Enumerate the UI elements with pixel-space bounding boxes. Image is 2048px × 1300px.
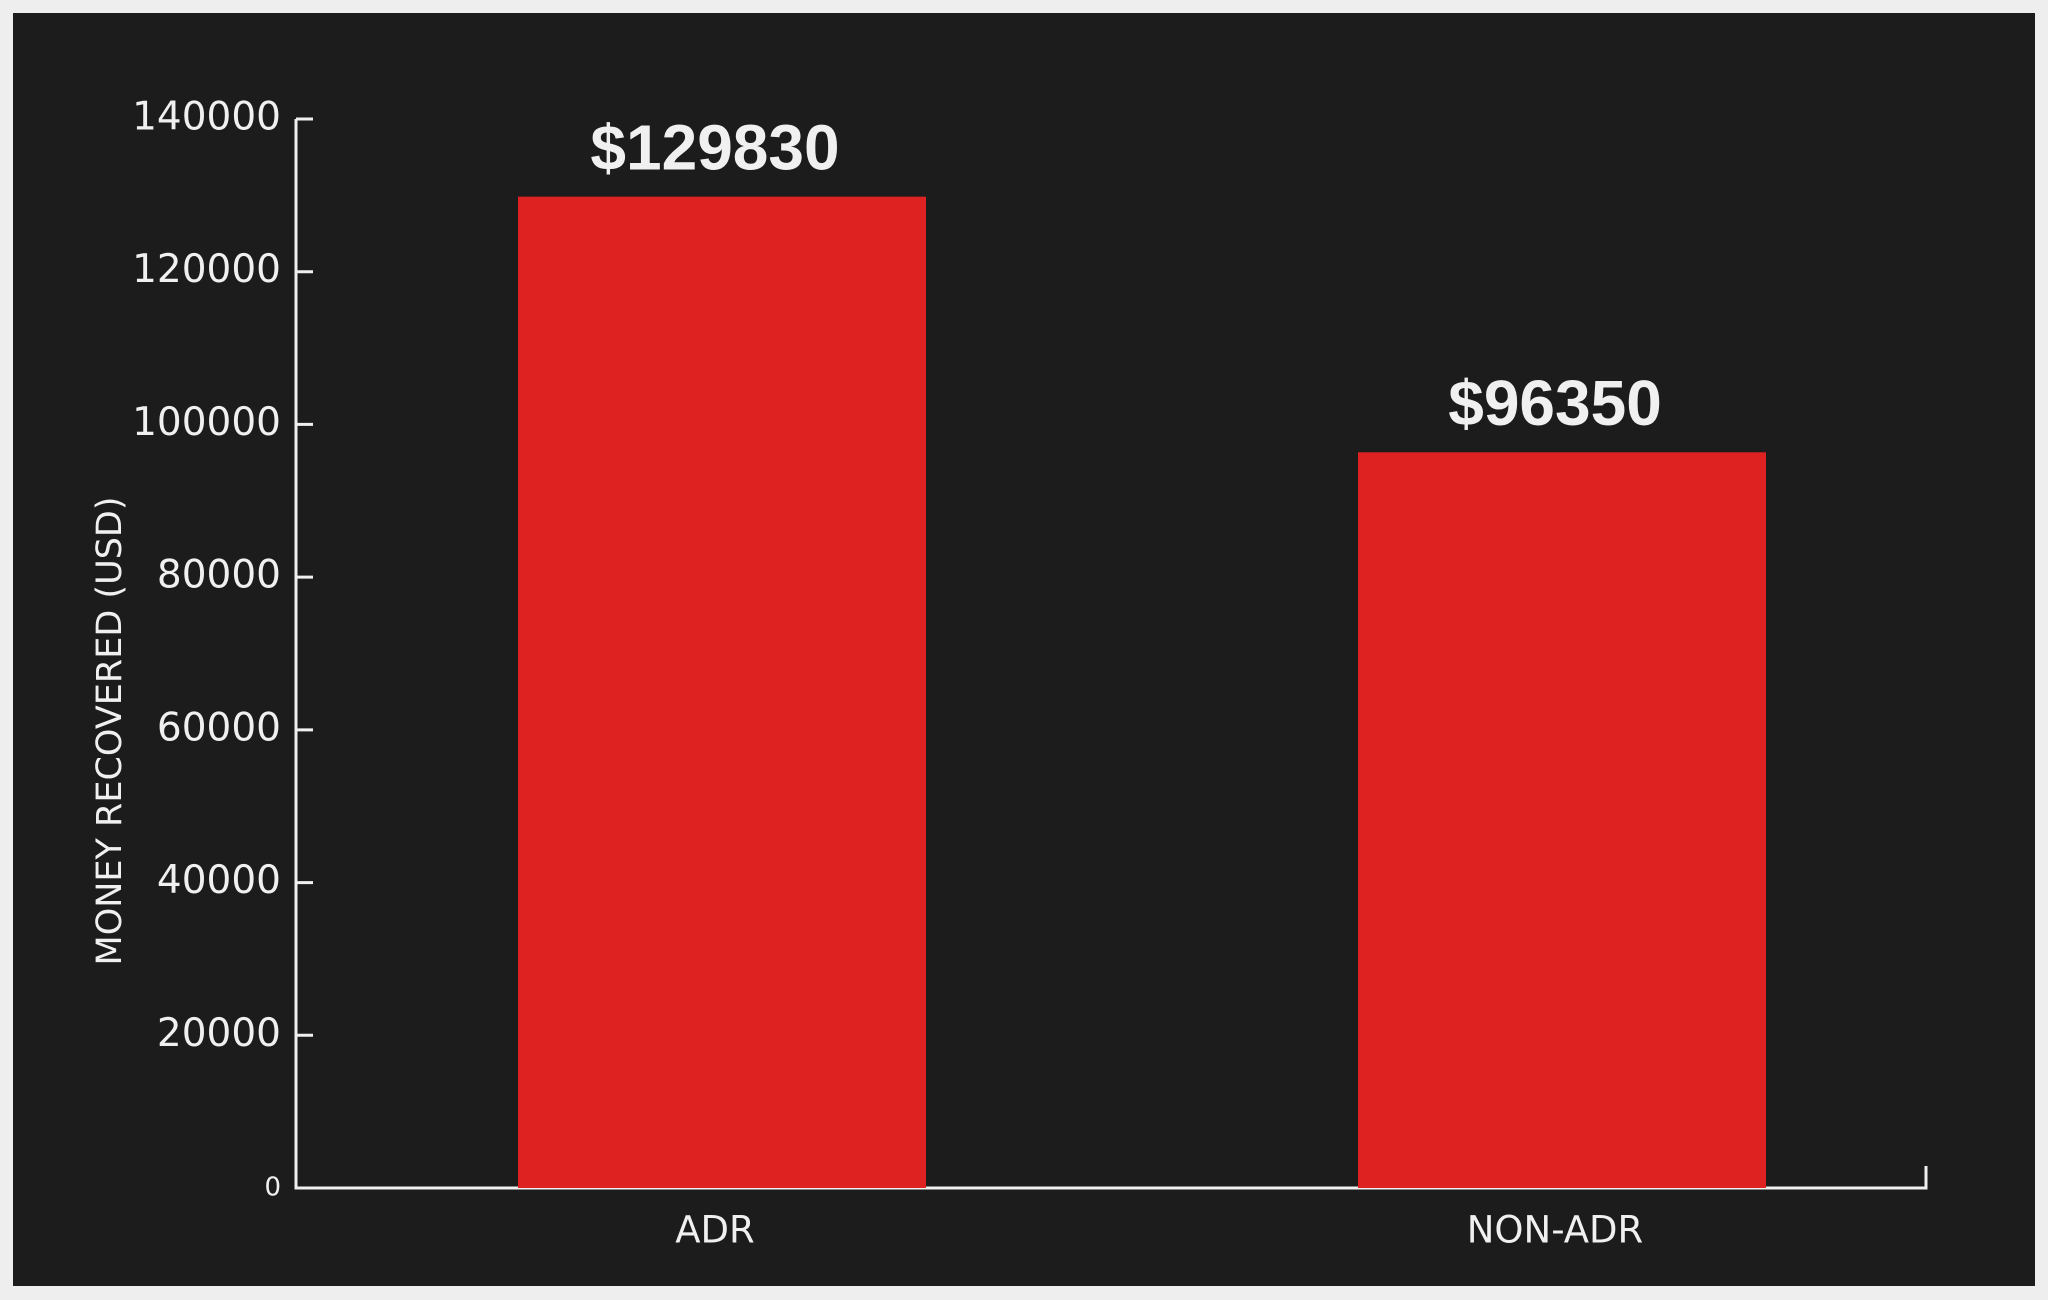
y-tick-label: 80000 bbox=[157, 553, 281, 598]
x-tick-label: ADR bbox=[675, 1209, 755, 1252]
y-tick-label: 20000 bbox=[157, 1011, 281, 1056]
bar bbox=[518, 196, 926, 1188]
y-tick-label: 0 bbox=[264, 1173, 281, 1203]
x-tick-label: NON-ADR bbox=[1467, 1209, 1644, 1252]
y-tick-label: 60000 bbox=[157, 705, 281, 750]
y-tick-label: 140000 bbox=[132, 95, 281, 140]
y-tick-label: 100000 bbox=[132, 400, 281, 445]
bar bbox=[1358, 452, 1766, 1188]
y-axis-label: MONEY RECOVERED (USD) bbox=[90, 496, 130, 965]
data-label: $96350 bbox=[1448, 367, 1662, 439]
y-tick-label: 40000 bbox=[157, 858, 281, 903]
axes bbox=[294, 119, 1928, 1190]
y-tick-label: 120000 bbox=[132, 247, 281, 292]
data-label: $129830 bbox=[590, 112, 839, 184]
